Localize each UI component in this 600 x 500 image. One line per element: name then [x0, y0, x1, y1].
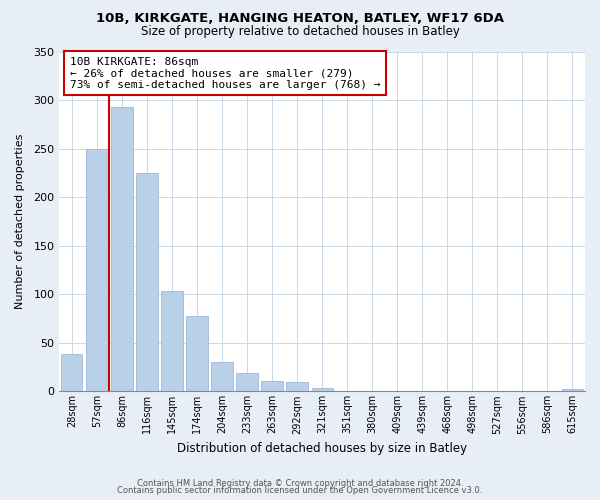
Bar [136, 173, 158, 392]
Text: 10B, KIRKGATE, HANGING HEATON, BATLEY, WF17 6DA: 10B, KIRKGATE, HANGING HEATON, BATLEY, W… [96, 12, 504, 26]
Bar [161, 292, 182, 392]
Bar [286, 382, 308, 392]
Text: 10B KIRKGATE: 86sqm
← 26% of detached houses are smaller (279)
73% of semi-detac: 10B KIRKGATE: 86sqm ← 26% of detached ho… [70, 56, 380, 90]
Bar [187, 316, 208, 392]
Bar [211, 362, 233, 392]
Bar [262, 380, 283, 392]
Text: Contains public sector information licensed under the Open Government Licence v3: Contains public sector information licen… [118, 486, 482, 495]
Bar [111, 107, 133, 392]
X-axis label: Distribution of detached houses by size in Batley: Distribution of detached houses by size … [177, 442, 467, 455]
Bar [311, 388, 333, 392]
Bar [562, 390, 583, 392]
Bar [61, 354, 82, 392]
Y-axis label: Number of detached properties: Number of detached properties [15, 134, 25, 309]
Text: Size of property relative to detached houses in Batley: Size of property relative to detached ho… [140, 25, 460, 38]
Bar [86, 148, 107, 392]
Bar [236, 373, 258, 392]
Text: Contains HM Land Registry data © Crown copyright and database right 2024.: Contains HM Land Registry data © Crown c… [137, 478, 463, 488]
